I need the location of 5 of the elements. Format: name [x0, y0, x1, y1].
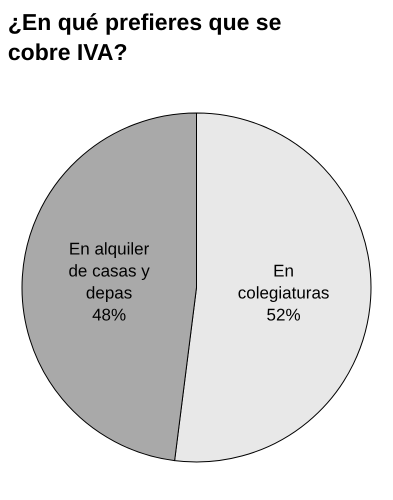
chart-title: ¿En qué prefieres que se cobre IVA?: [8, 9, 282, 65]
slice-label: En colegiaturas: [238, 261, 330, 302]
data-label: 52%: [266, 306, 301, 325]
slice-label: En alquiler de casas y depas: [68, 239, 150, 303]
data-label: 48%: [92, 306, 126, 325]
